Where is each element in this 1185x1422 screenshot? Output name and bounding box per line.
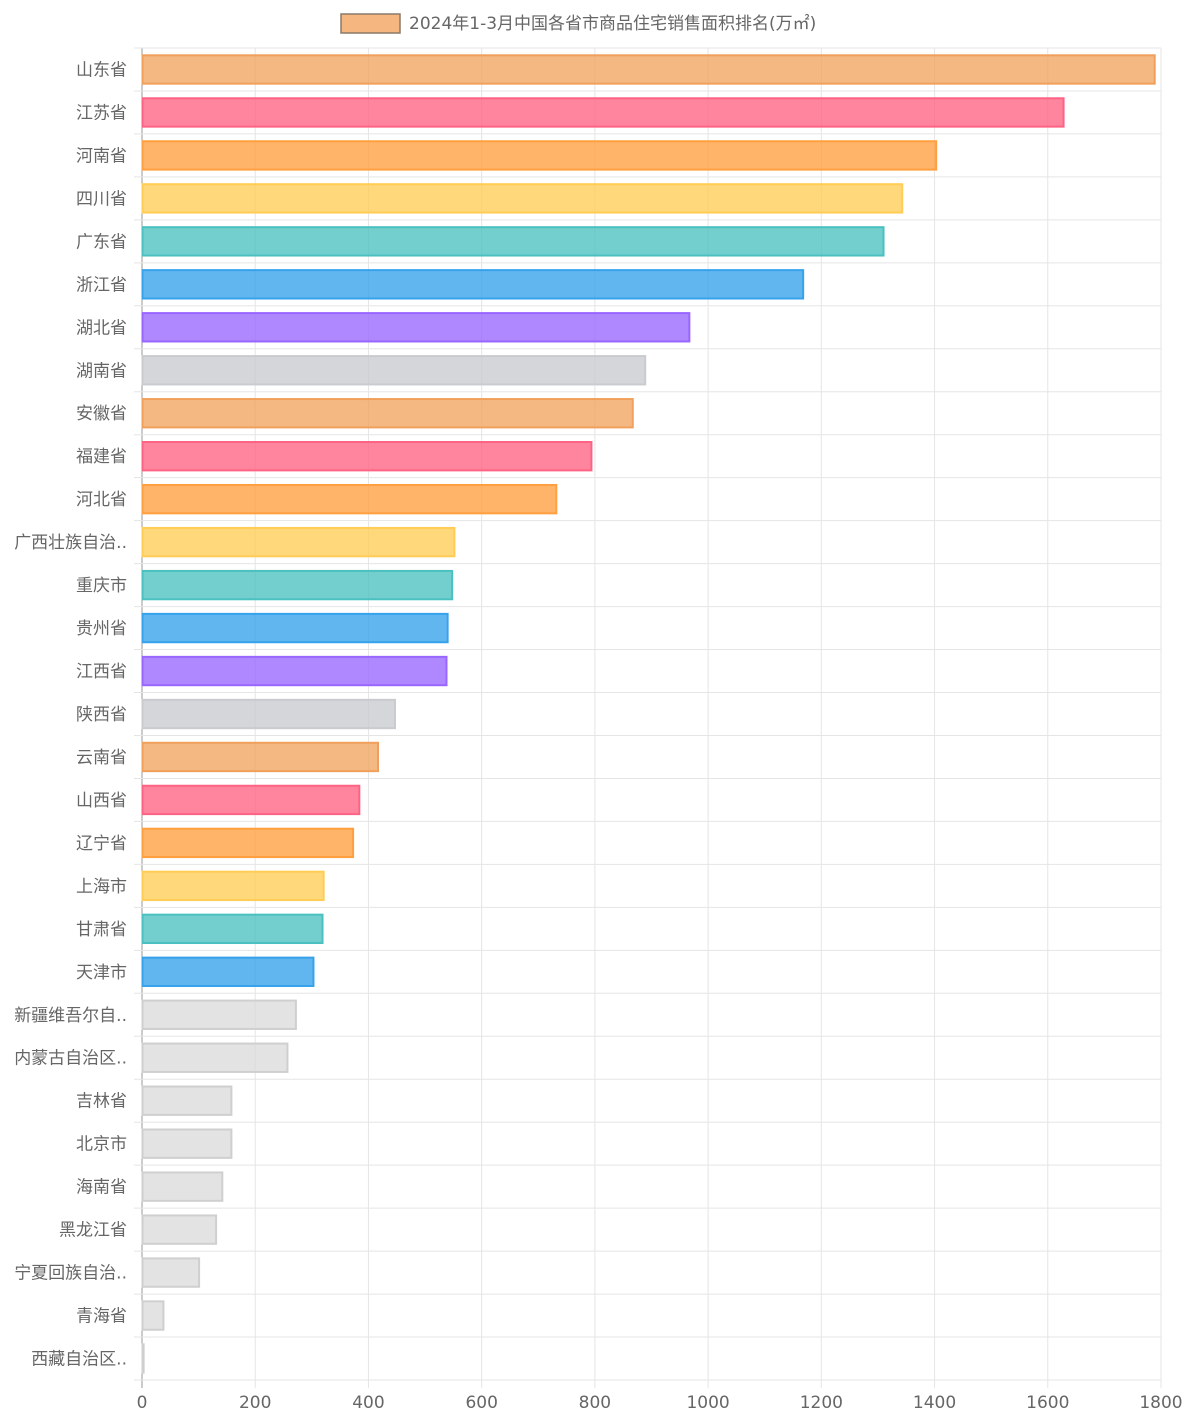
bar[interactable] [141, 140, 938, 171]
x-tick-label: 400 [352, 1393, 384, 1413]
x-tick-label: 1400 [913, 1393, 956, 1413]
category-label: 辽宁省 [76, 834, 127, 854]
y-axis-labels: 山东省江苏省河南省四川省广东省浙江省湖北省湖南省安徽省福建省河北省广西壮族自治.… [14, 60, 127, 1369]
bar[interactable] [141, 269, 805, 300]
x-tick-label: 1800 [1139, 1393, 1182, 1413]
x-tick-label: 1600 [1026, 1393, 1069, 1413]
chart-bars [141, 54, 1156, 1374]
category-label: 安徽省 [76, 404, 127, 424]
category-label: 云南省 [76, 748, 127, 768]
category-label: 天津市 [76, 963, 127, 983]
bar[interactable] [141, 226, 885, 257]
bar[interactable] [141, 1128, 233, 1159]
x-tick-label: 200 [239, 1393, 271, 1413]
category-label: 河南省 [76, 146, 127, 166]
bar[interactable] [141, 1171, 224, 1202]
bar[interactable] [141, 97, 1065, 128]
bar[interactable] [141, 827, 355, 859]
category-label: 上海市 [76, 877, 127, 897]
legend-label[interactable]: 2024年1-3月中国各省市商品住宅销售面积排名(万㎡) [409, 14, 816, 34]
bar[interactable] [141, 483, 558, 515]
category-label: 青海省 [76, 1307, 127, 1327]
category-label: 海南省 [76, 1178, 127, 1198]
x-tick-label: 1200 [800, 1393, 843, 1413]
category-label: 山西省 [76, 791, 127, 811]
bar[interactable] [141, 956, 315, 987]
bar[interactable] [141, 312, 691, 343]
bar[interactable] [141, 655, 448, 687]
bar[interactable] [141, 999, 297, 1030]
category-label: 贵州省 [76, 619, 127, 639]
category-label: 山东省 [76, 60, 127, 80]
category-label: 湖南省 [76, 361, 127, 381]
bar[interactable] [141, 1214, 218, 1245]
bar[interactable] [141, 355, 647, 386]
bar[interactable] [141, 1085, 233, 1116]
category-label: 福建省 [76, 447, 127, 467]
category-label: 内蒙古自治区.. [14, 1049, 127, 1069]
category-label: 宁夏回族自治.. [14, 1264, 127, 1284]
bar[interactable] [141, 913, 324, 945]
x-tick-label: 0 [137, 1393, 148, 1413]
category-label: 西藏自治区.. [31, 1350, 127, 1370]
category-label: 陕西省 [76, 705, 127, 725]
bar[interactable] [141, 398, 634, 429]
x-tick-label: 800 [579, 1393, 611, 1413]
x-tick-label: 1000 [686, 1393, 729, 1413]
category-label: 重庆市 [76, 576, 127, 596]
bar[interactable] [141, 569, 454, 601]
category-label: 江西省 [76, 662, 127, 682]
bar[interactable] [141, 612, 449, 644]
bar[interactable] [141, 1343, 145, 1374]
category-label: 河北省 [76, 490, 127, 510]
bar[interactable] [141, 526, 456, 558]
category-label: 黑龙江省 [59, 1221, 127, 1241]
bar[interactable] [141, 441, 593, 472]
bar[interactable] [141, 54, 1156, 85]
x-axis-ticks: 0 200 400 600 800 1000 1200 1400 1600 1800 [137, 1393, 1183, 1413]
category-label: 广西壮族自治.. [14, 533, 127, 553]
category-label: 江苏省 [76, 103, 127, 123]
bar[interactable] [141, 183, 904, 214]
category-label: 吉林省 [76, 1092, 127, 1112]
category-label: 浙江省 [76, 275, 127, 295]
category-label: 湖北省 [76, 318, 127, 338]
x-tick-label: 600 [465, 1393, 497, 1413]
category-label: 北京市 [76, 1135, 127, 1155]
bar[interactable] [141, 741, 380, 773]
category-label: 新疆维吾尔自.. [14, 1006, 127, 1026]
category-label: 四川省 [76, 189, 127, 209]
category-label: 广东省 [76, 232, 127, 252]
bar[interactable] [141, 1300, 165, 1331]
bar[interactable] [141, 784, 361, 816]
bar[interactable] [141, 1042, 289, 1073]
category-label: 甘肃省 [76, 920, 127, 940]
legend-swatch[interactable] [340, 13, 401, 34]
chart-legend[interactable]: 2024年1-3月中国各省市商品住宅销售面积排名(万㎡) [340, 13, 816, 34]
bar[interactable] [141, 698, 396, 730]
bar[interactable] [141, 870, 325, 902]
bar[interactable] [141, 1257, 201, 1288]
